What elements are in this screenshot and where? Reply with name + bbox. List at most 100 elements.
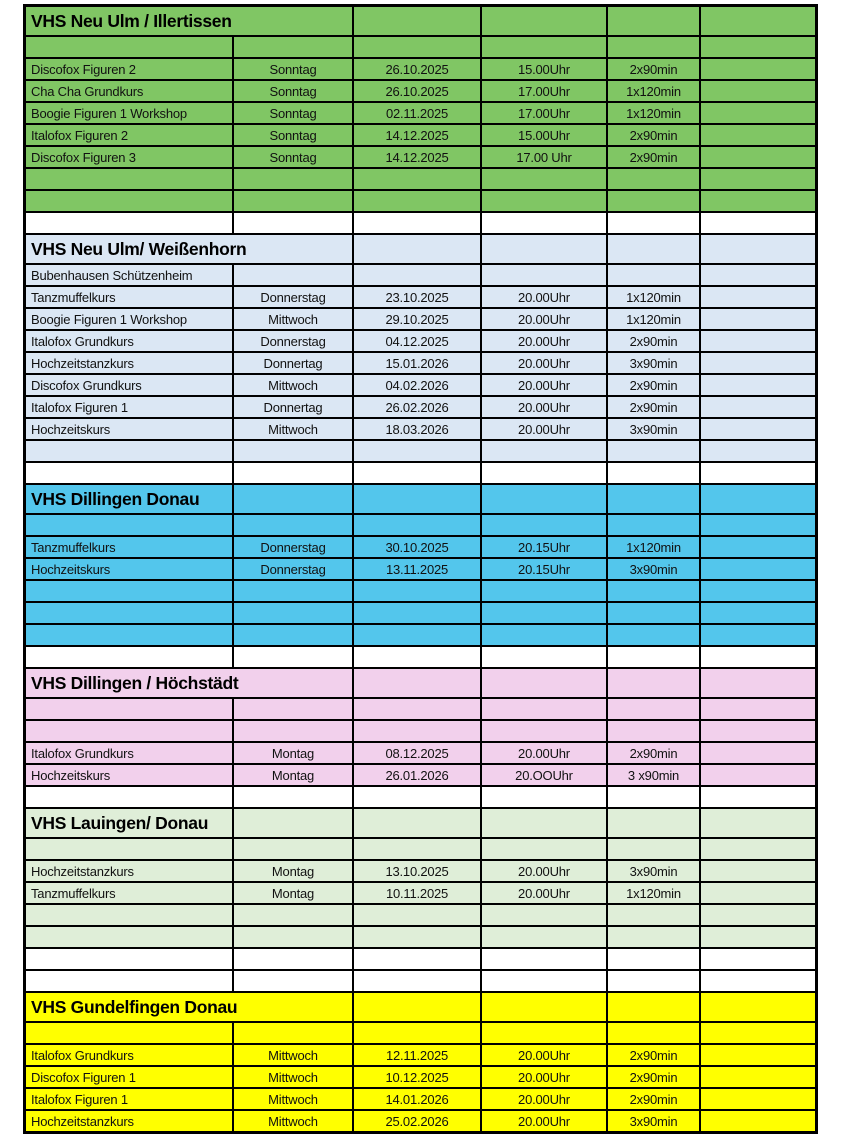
spacer-cell bbox=[26, 463, 232, 483]
empty-cell bbox=[608, 699, 699, 719]
time-cell: 20.00Uhr bbox=[482, 743, 606, 763]
time-cell: 20.00Uhr bbox=[482, 1089, 606, 1109]
empty-cell bbox=[354, 191, 480, 211]
empty-cell bbox=[701, 743, 815, 763]
spacer-cell bbox=[234, 213, 352, 233]
duration-cell: 2x90min bbox=[608, 1067, 699, 1087]
date-cell: 13.11.2025 bbox=[354, 559, 480, 579]
course-name-cell: Bubenhausen Schützenheim bbox=[26, 265, 232, 285]
empty-cell bbox=[482, 905, 606, 925]
empty-cell bbox=[482, 699, 606, 719]
time-cell: 20.00Uhr bbox=[482, 1067, 606, 1087]
empty-cell bbox=[701, 861, 815, 881]
day-cell: Montag bbox=[234, 861, 352, 881]
empty-cell bbox=[482, 191, 606, 211]
empty-cell bbox=[701, 927, 815, 947]
duration-cell: 1x120min bbox=[608, 287, 699, 307]
date-cell: 02.11.2025 bbox=[354, 103, 480, 123]
spacer-cell bbox=[354, 949, 480, 969]
empty-cell bbox=[608, 581, 699, 601]
empty-cell bbox=[608, 721, 699, 741]
day-cell: Mittwoch bbox=[234, 1111, 352, 1131]
time-cell: 15.00Uhr bbox=[482, 125, 606, 145]
empty-cell bbox=[608, 625, 699, 645]
date-cell: 26.10.2025 bbox=[354, 81, 480, 101]
duration-cell: 1x120min bbox=[608, 537, 699, 557]
date-cell: 26.02.2026 bbox=[354, 397, 480, 417]
empty-cell bbox=[482, 441, 606, 461]
empty-cell bbox=[608, 809, 699, 837]
day-cell: Sonntag bbox=[234, 81, 352, 101]
empty-cell bbox=[701, 125, 815, 145]
empty-cell bbox=[482, 993, 606, 1021]
time-cell: 17.00Uhr bbox=[482, 103, 606, 123]
day-cell: Sonntag bbox=[234, 103, 352, 123]
empty-cell bbox=[26, 169, 232, 189]
duration-cell: 1x120min bbox=[608, 883, 699, 903]
empty-cell bbox=[354, 485, 480, 513]
empty-cell bbox=[354, 905, 480, 925]
day-cell: Montag bbox=[234, 883, 352, 903]
empty-cell bbox=[701, 191, 815, 211]
empty-cell bbox=[354, 839, 480, 859]
empty-cell bbox=[608, 169, 699, 189]
empty-cell bbox=[26, 37, 232, 57]
spacer-cell bbox=[701, 213, 815, 233]
duration-cell: 2x90min bbox=[608, 375, 699, 395]
date-cell: 29.10.2025 bbox=[354, 309, 480, 329]
empty-cell bbox=[608, 993, 699, 1021]
date-cell: 23.10.2025 bbox=[354, 287, 480, 307]
empty-cell bbox=[234, 441, 352, 461]
empty-cell bbox=[234, 1023, 352, 1043]
course-name-cell: Hochzeitskurs bbox=[26, 765, 232, 785]
spacer-cell bbox=[608, 949, 699, 969]
empty-cell bbox=[234, 905, 352, 925]
empty-cell bbox=[234, 809, 352, 837]
empty-cell bbox=[482, 625, 606, 645]
empty-cell bbox=[701, 485, 815, 513]
date-cell: 04.12.2025 bbox=[354, 331, 480, 351]
empty-cell bbox=[482, 7, 606, 35]
empty-cell bbox=[608, 7, 699, 35]
empty-cell bbox=[354, 603, 480, 623]
spacer-cell bbox=[234, 463, 352, 483]
duration-cell: 3x90min bbox=[608, 353, 699, 373]
empty-cell bbox=[482, 169, 606, 189]
date-cell: 13.10.2025 bbox=[354, 861, 480, 881]
duration-cell: 2x90min bbox=[608, 125, 699, 145]
empty-cell bbox=[701, 81, 815, 101]
spacer-cell bbox=[26, 213, 232, 233]
spacer-cell bbox=[482, 787, 606, 807]
day-cell: Mittwoch bbox=[234, 1089, 352, 1109]
empty-cell bbox=[26, 581, 232, 601]
empty-cell bbox=[26, 721, 232, 741]
empty-cell bbox=[701, 441, 815, 461]
course-name-cell: Tanzmuffelkurs bbox=[26, 537, 232, 557]
empty-cell bbox=[701, 287, 815, 307]
date-cell: 30.10.2025 bbox=[354, 537, 480, 557]
time-cell: 20.00Uhr bbox=[482, 419, 606, 439]
day-cell: Mittwoch bbox=[234, 1045, 352, 1065]
course-name-cell: Italofox Figuren 2 bbox=[26, 125, 232, 145]
date-cell: 10.12.2025 bbox=[354, 1067, 480, 1087]
time-cell: 20.00Uhr bbox=[482, 287, 606, 307]
empty-cell bbox=[234, 515, 352, 535]
empty-cell bbox=[608, 1023, 699, 1043]
duration-cell: 3x90min bbox=[608, 419, 699, 439]
duration-cell: 3x90min bbox=[608, 1111, 699, 1131]
empty-cell bbox=[701, 993, 815, 1021]
date-cell: 26.01.2026 bbox=[354, 765, 480, 785]
section-title: VHS Lauingen/ Donau bbox=[26, 809, 232, 837]
time-cell: 20.15Uhr bbox=[482, 559, 606, 579]
empty-cell bbox=[354, 699, 480, 719]
time-cell: 20.00Uhr bbox=[482, 1111, 606, 1131]
empty-cell bbox=[701, 669, 815, 697]
empty-cell bbox=[701, 839, 815, 859]
empty-cell bbox=[26, 515, 232, 535]
empty-cell bbox=[234, 625, 352, 645]
empty-cell bbox=[701, 721, 815, 741]
date-cell: 14.12.2025 bbox=[354, 147, 480, 167]
empty-cell bbox=[234, 721, 352, 741]
empty-cell bbox=[354, 993, 480, 1021]
empty-cell bbox=[701, 625, 815, 645]
